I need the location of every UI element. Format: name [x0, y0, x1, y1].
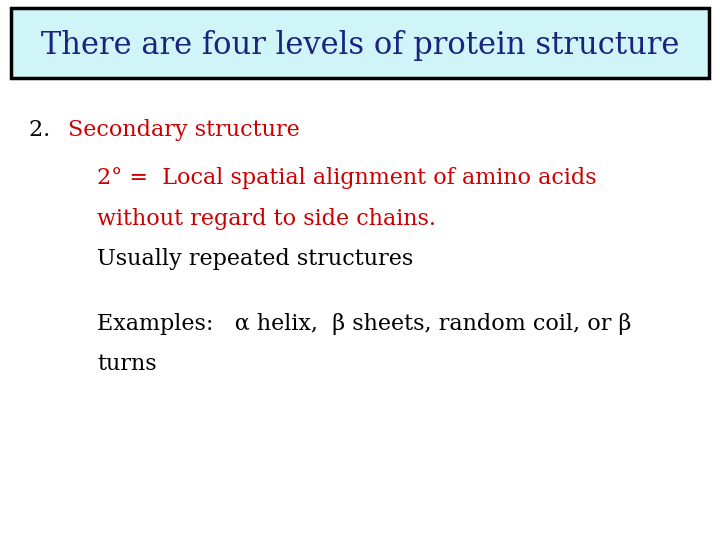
- Text: 2.: 2.: [29, 119, 57, 140]
- Text: without regard to side chains.: without regard to side chains.: [97, 208, 436, 230]
- FancyBboxPatch shape: [11, 8, 709, 78]
- Text: There are four levels of protein structure: There are four levels of protein structu…: [41, 30, 679, 62]
- Text: turns: turns: [97, 354, 157, 375]
- Text: Secondary structure: Secondary structure: [68, 119, 300, 140]
- Text: Examples:   α helix,  β sheets, random coil, or β: Examples: α helix, β sheets, random coil…: [97, 313, 631, 335]
- Text: Usually repeated structures: Usually repeated structures: [97, 248, 413, 270]
- Text: 2° =  Local spatial alignment of amino acids: 2° = Local spatial alignment of amino ac…: [97, 167, 597, 189]
